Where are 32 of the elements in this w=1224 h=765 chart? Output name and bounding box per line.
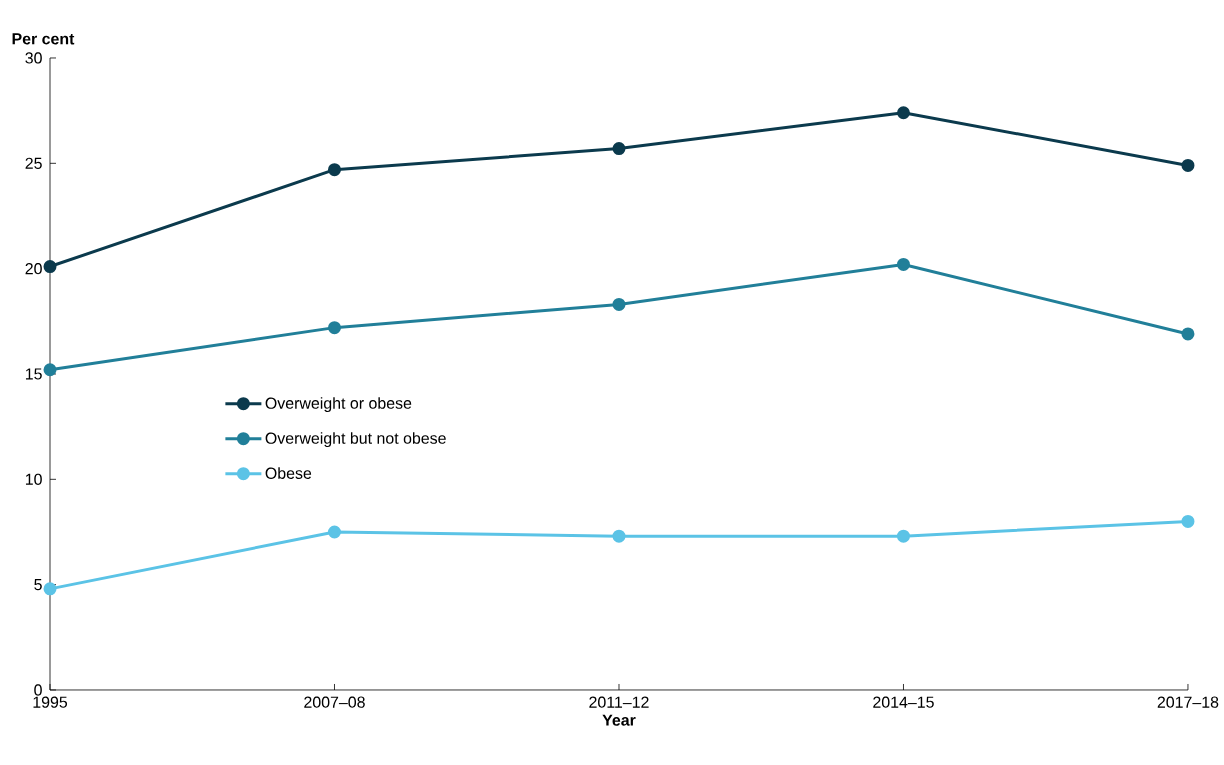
x-tick-label: 1995	[33, 696, 68, 708]
point	[896, 257, 910, 271]
x-tick-label: 2011–12	[589, 696, 649, 708]
point	[328, 163, 341, 177]
y-tick-label: 30	[25, 52, 42, 64]
x-tick-label: 2007–08	[304, 696, 365, 708]
point	[896, 106, 910, 120]
point	[43, 260, 57, 274]
y-tick-label: 15	[25, 368, 42, 380]
point	[612, 297, 626, 311]
legend-label: Overweight but not obese	[265, 432, 446, 448]
y-tick-label: 10	[25, 473, 42, 485]
point	[43, 363, 57, 377]
y-tick-label: 0	[34, 684, 42, 696]
point	[328, 525, 341, 539]
point	[1181, 158, 1195, 172]
point	[612, 142, 626, 156]
x-tick-label: 2014–15	[873, 696, 934, 708]
x-axis-title: Year	[602, 714, 636, 726]
legend-label: Obese	[265, 467, 312, 479]
point	[1181, 327, 1195, 341]
point	[896, 529, 910, 543]
y-axis-title: Per cent	[12, 33, 75, 45]
y-tick-label: 20	[25, 263, 42, 275]
point	[43, 582, 57, 596]
point	[612, 529, 626, 543]
x-tick-label: 2017–18	[1157, 696, 1219, 708]
y-tick-label: 5	[34, 579, 42, 591]
point	[1181, 514, 1195, 528]
y-tick-label: 25	[25, 157, 42, 169]
legend-label: Overweight or obese	[265, 397, 412, 412]
point	[328, 321, 341, 335]
